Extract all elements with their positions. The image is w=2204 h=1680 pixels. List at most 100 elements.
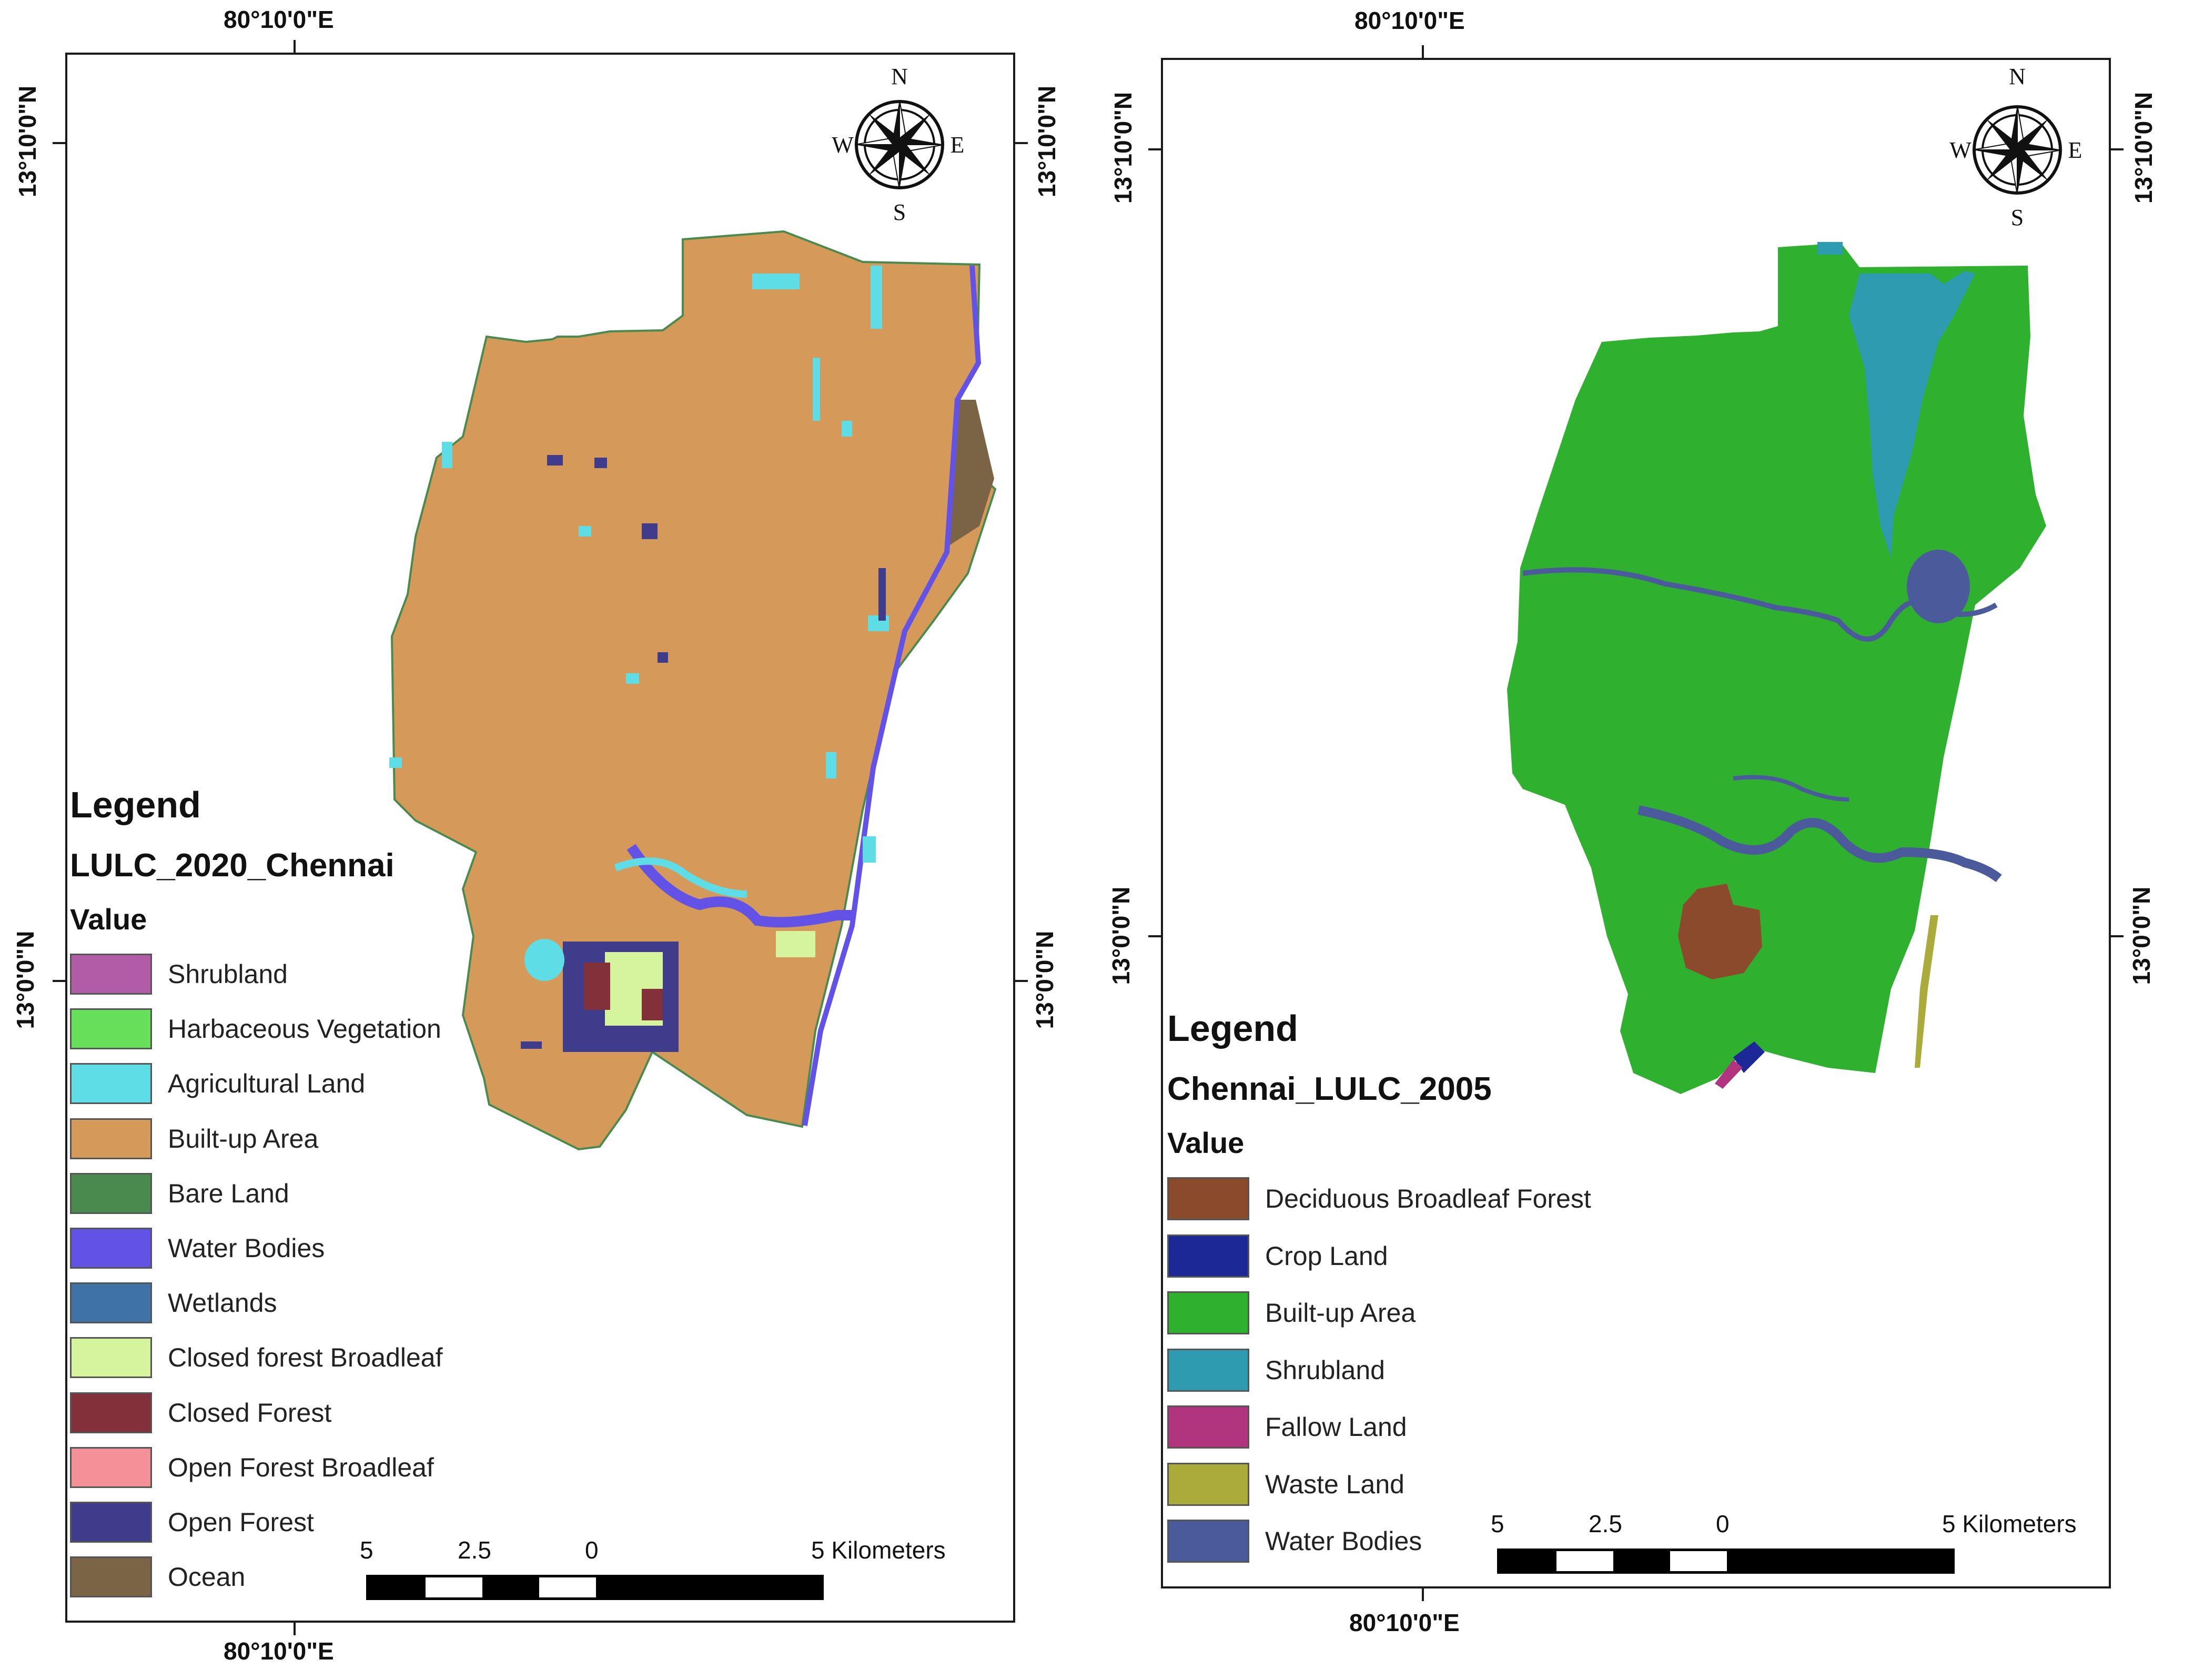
ocean-region (947, 400, 994, 547)
compass-w-label: W (1949, 137, 1972, 163)
crop-land-region (1733, 1041, 1765, 1073)
legend-swatch (70, 1008, 152, 1050)
fallow-land-region (1715, 1060, 1743, 1089)
waste-land-region (1915, 915, 1938, 1068)
legend-label: Closed forest Broadleaf (168, 1343, 443, 1373)
legend-item: Water Bodies (1167, 1513, 1591, 1570)
tick-bottom-lon (294, 1623, 296, 1635)
legend-item: Fallow Land (1167, 1399, 1591, 1456)
legend-label: Crop Land (1265, 1241, 1388, 1271)
shrubland-region (1849, 271, 1975, 558)
legend-title: Legend (1167, 1008, 1298, 1049)
legend-swatch (1167, 1234, 1249, 1278)
legend-swatch (70, 1337, 152, 1379)
shrubland-top-patch (1817, 242, 1843, 255)
tick-top-lon (1422, 45, 1424, 58)
legend-label: Ocean (168, 1562, 246, 1592)
legend-item: Agricultural Land (70, 1056, 443, 1111)
legend-swatch (1167, 1520, 1249, 1563)
legend-label: Open Forest Broadleaf (168, 1452, 434, 1482)
legend-swatch (70, 1392, 152, 1433)
compass-s-label: S (2011, 205, 2024, 230)
legend-item: Built-up Area (1167, 1284, 1591, 1342)
legend-label: Open Forest (168, 1507, 314, 1537)
legend-swatch (70, 1172, 152, 1214)
legend-layer-name: LULC_2020_Chennai (70, 847, 395, 884)
legend-swatch (70, 1118, 152, 1159)
legend-item: Wetlands (70, 1276, 443, 1330)
bottom-longitude-label: 80°10'0"E (224, 1637, 334, 1665)
map-panel-2005: 80°10'0"E 80°10'0"E 13°10'0"N 13°0'0"N 1… (1102, 0, 2204, 1680)
legend-item: Waste Land (1167, 1456, 1591, 1513)
tick-right-lat-top (2111, 148, 2124, 150)
river-cooum (1522, 567, 1998, 642)
tick-right-lat-bottom (1015, 980, 1028, 982)
legend-label: Water Bodies (168, 1233, 325, 1263)
legend-items: Deciduous Broadleaf Forest Crop Land Built… (1167, 1170, 1591, 1570)
legend-label: Built-up Area (1265, 1298, 1416, 1328)
legend-item: Shrubland (70, 947, 443, 1001)
compass-n-label: N (2009, 64, 2026, 89)
legend-item: Bare Land (70, 1166, 443, 1221)
tick-left-lat-top (53, 142, 65, 144)
legend-label: Bare Land (168, 1178, 289, 1208)
legend-item: Ocean (70, 1550, 443, 1604)
legend-item: Built-up Area (70, 1111, 443, 1166)
legend-item: Closed forest Broadleaf (70, 1330, 443, 1385)
legend-label: Closed Forest (168, 1398, 332, 1428)
scale-label-2-5: 2.5 (1589, 1510, 1622, 1537)
closed-forest-patch-2 (642, 989, 663, 1020)
scale-bar-segments (366, 1575, 824, 1600)
river-adyar (1637, 805, 2002, 883)
closed-forest-patch (584, 963, 610, 1010)
legend-2005: Legend Chennai_LULC_2005 Value Deciduous… (1167, 1007, 1591, 1570)
legend-label: Wetlands (168, 1288, 277, 1318)
water-speckles (521, 455, 886, 1049)
tick-right-lat-top (1015, 142, 1028, 144)
river-line-2 (614, 857, 747, 898)
legend-item: Deciduous Broadleaf Forest (1167, 1170, 1591, 1228)
legend-layer-name: Chennai_LULC_2005 (1167, 1071, 1492, 1107)
scale-label-kilometers: 5 Kilometers (1942, 1510, 2077, 1537)
built-up-area-region (1507, 243, 2046, 1094)
legend-item: Open Forest Broadleaf (70, 1440, 443, 1495)
closed-forest-broadleaf-east (776, 931, 815, 957)
legend-item: Crop Land (1167, 1228, 1591, 1285)
compass-n-label: N (891, 64, 908, 89)
scale-bar-2005: 5 2.5 0 5 Kilometers (1491, 1510, 2077, 1578)
scale-bar-segments (1497, 1549, 1955, 1574)
tick-left-lat-top (1148, 148, 1161, 150)
legend-swatch (1167, 1405, 1249, 1449)
scale-label-0: 0 (585, 1536, 599, 1564)
map-panel-2020: 80°10'0"E 80°10'0"E 13°10'0"N 13°0'0"N 1… (0, 0, 1060, 1680)
lulc-2005-map (1507, 242, 2046, 1094)
bottom-longitude-label: 80°10'0"E (1349, 1609, 1460, 1636)
compass-s-label: S (893, 199, 906, 225)
legend-label: Shrubland (168, 959, 288, 989)
compass-w-label: W (832, 132, 854, 158)
tick-bottom-lon (1422, 1588, 1424, 1601)
legend-item: Open Forest (70, 1495, 443, 1550)
legend-swatch (70, 1063, 152, 1105)
legend-swatch (70, 1556, 152, 1598)
legend-item: Water Bodies (70, 1221, 443, 1276)
legend-swatch (1167, 1348, 1249, 1392)
legend-label: Shrubland (1265, 1355, 1385, 1385)
lulc-2020-map (389, 230, 997, 1151)
tick-left-lat-bottom (53, 980, 65, 982)
compass-e-label: E (951, 132, 965, 158)
scale-label-kilometers: 5 Kilometers (811, 1536, 946, 1564)
scale-label-5: 5 (1491, 1510, 1504, 1537)
top-longitude-label: 80°10'0"E (1354, 7, 1465, 34)
tick-right-lat-bottom (2111, 935, 2124, 937)
north-arrow-compass-2005: N S W E (1949, 64, 2082, 230)
scale-bar-2020: 5 2.5 0 5 Kilometers (360, 1536, 946, 1604)
legend-label: Fallow Land (1265, 1412, 1407, 1442)
legend-swatch (1167, 1462, 1249, 1506)
river-branch (1733, 775, 1849, 802)
legend-swatch (70, 954, 152, 995)
legend-items: Shrubland Harbaceous Vegetation Agricultur… (70, 947, 443, 1604)
scale-label-2-5: 2.5 (458, 1536, 491, 1564)
legend-swatch (70, 1282, 152, 1324)
built-up-area-region (390, 230, 997, 1151)
